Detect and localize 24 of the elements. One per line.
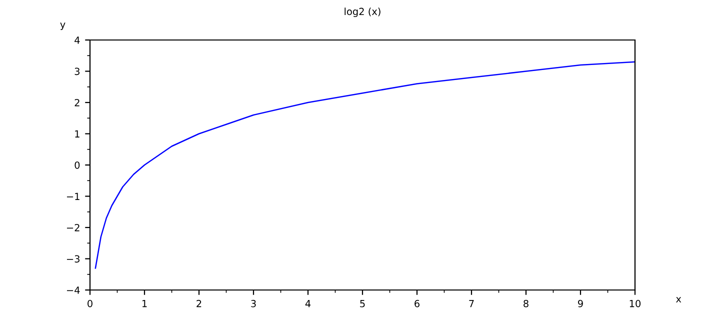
chart-title: log2 (x) [344,8,380,18]
y-tick-label: 4 [74,36,80,44]
y-axis-title: y [60,22,66,30]
y-tick-label: 0 [74,161,80,169]
x-tick-label: 0 [88,300,92,308]
x-tick-label: 8 [524,300,528,308]
x-axis-title: x [676,297,682,302]
x-tick-label: 3 [251,300,256,308]
x-tick-label: 10 [630,300,641,308]
y-tick-label: −4 [66,286,80,294]
x-tick-label: 7 [469,300,474,308]
x-tick-label: 2 [196,300,202,308]
x-tick-label: 4 [305,300,311,308]
y-tick-label: 1 [75,130,80,138]
x-tick-label: 5 [360,300,365,308]
line-series [94,61,635,269]
x-tick-label: 6 [414,300,420,308]
x-tick-label: 1 [142,300,147,308]
y-tick-label: −2 [66,224,80,232]
y-tick-label: 2 [74,98,80,106]
y-tick-label: −3 [66,255,80,263]
y-tick-label: −1 [66,192,80,200]
y-tick-label: 3 [74,68,80,76]
x-tick-label: 9 [578,300,583,308]
